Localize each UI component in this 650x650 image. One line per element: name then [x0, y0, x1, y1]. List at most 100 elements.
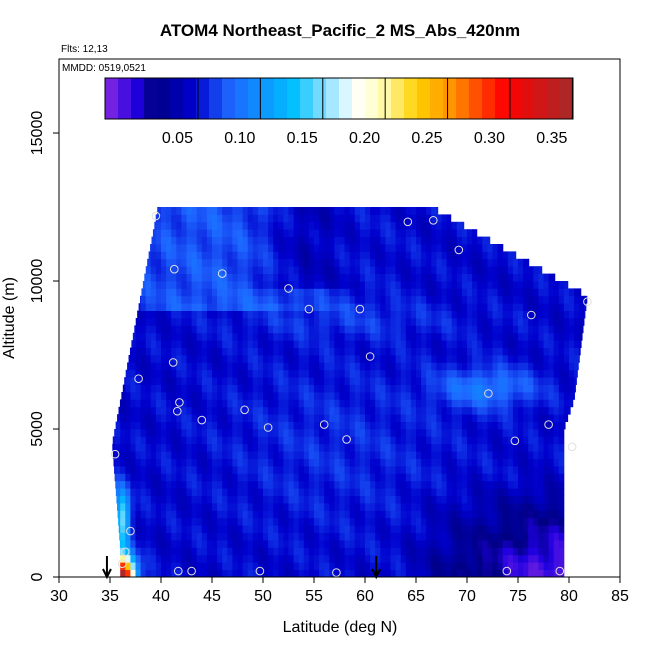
heatmap-cell	[533, 458, 539, 467]
heatmap-cell	[385, 406, 391, 415]
heatmap-cell	[334, 369, 340, 378]
heatmap-cell	[196, 399, 203, 408]
heatmap-cell	[538, 488, 544, 496]
heatmap-cell	[400, 503, 407, 511]
heatmap-cell	[227, 295, 233, 304]
heatmap-cell	[303, 207, 310, 215]
heatmap-cell	[334, 429, 340, 437]
chart-title: ATOM4 Northeast_Pacific_2 MS_Abs_420nm	[160, 21, 520, 40]
heatmap-cell	[324, 554, 330, 563]
heatmap-cell	[135, 466, 141, 474]
heatmap-cell	[319, 414, 325, 422]
heatmap-cell	[400, 532, 407, 541]
heatmap-cell	[150, 288, 157, 297]
heatmap-cell	[252, 207, 259, 215]
heatmap-cell	[252, 451, 259, 459]
heatmap-cell	[155, 488, 162, 496]
heatmap-cell	[548, 443, 555, 452]
sample-point	[284, 284, 293, 293]
heatmap-cell	[467, 525, 473, 533]
heatmap-cell	[120, 443, 126, 452]
heatmap-cell	[237, 451, 243, 459]
heatmap-cell	[492, 399, 498, 408]
heatmap-cell	[196, 473, 203, 482]
heatmap-cell	[558, 384, 565, 393]
heatmap-cell	[441, 406, 447, 415]
heatmap-cell	[140, 510, 147, 519]
heatmap-cell	[492, 451, 498, 459]
heatmap-cell	[242, 510, 249, 519]
heatmap-cell	[247, 325, 254, 334]
heatmap-cell	[380, 236, 386, 245]
heatmap-cell	[553, 310, 560, 319]
heatmap-cell	[329, 466, 335, 474]
heatmap-cell	[354, 340, 361, 348]
heatmap-cell	[538, 458, 544, 467]
heatmap-cell	[232, 562, 238, 570]
heatmap-cell	[548, 510, 555, 519]
heatmap-cell	[191, 266, 198, 274]
heatmap-cell	[303, 362, 310, 371]
heatmap-cell	[206, 547, 213, 556]
heatmap-cell	[227, 310, 233, 319]
heatmap-cell	[140, 547, 147, 556]
heatmap-cell	[196, 295, 203, 304]
heatmap-cell	[161, 229, 167, 237]
heatmap-cell	[278, 392, 284, 400]
heatmap-cell	[339, 458, 345, 467]
heatmap-cell	[451, 332, 458, 341]
heatmap-cell	[176, 325, 182, 334]
heatmap-cell	[140, 318, 147, 326]
heatmap-cell	[212, 332, 218, 341]
heatmap-cell	[538, 495, 544, 504]
heatmap-cell	[395, 532, 402, 541]
heatmap-cell	[263, 303, 269, 311]
heatmap-cell	[217, 325, 223, 334]
heatmap-cell	[135, 362, 141, 371]
heatmap-cell	[232, 458, 238, 467]
heatmap-cell	[482, 399, 488, 408]
heatmap-cell	[324, 325, 330, 334]
heatmap-cell	[467, 266, 473, 274]
heatmap-cell	[308, 318, 315, 326]
heatmap-cell	[181, 451, 187, 459]
heatmap-cell	[222, 406, 228, 415]
heatmap-cell	[242, 473, 249, 482]
heatmap-cell	[563, 377, 570, 385]
heatmap-cell	[201, 340, 208, 348]
heatmap-cell	[416, 495, 422, 504]
heatmap-cell	[263, 355, 269, 363]
heatmap-cell	[206, 340, 213, 348]
heatmap-cell	[349, 377, 356, 385]
heatmap-cell	[303, 355, 310, 363]
sample-point	[187, 566, 196, 576]
heatmap-cell	[166, 399, 172, 408]
heatmap-cell	[426, 495, 432, 504]
heatmap-cell	[477, 510, 483, 519]
heatmap-cell	[344, 266, 351, 274]
heatmap-cell	[380, 251, 386, 260]
heatmap-cell	[492, 377, 498, 385]
heatmap-cell	[451, 266, 458, 274]
heatmap-cell	[431, 503, 437, 511]
heatmap-cell	[395, 281, 402, 289]
heatmap-cell	[273, 503, 279, 511]
heatmap-cell	[298, 406, 305, 415]
heatmap-cell	[288, 347, 294, 356]
heatmap-cell	[206, 347, 213, 356]
heatmap-cell	[370, 517, 376, 526]
heatmap-cell	[273, 340, 279, 348]
heatmap-cell	[191, 392, 198, 400]
heatmap-cell	[176, 495, 182, 504]
heatmap-cell	[497, 429, 504, 437]
heatmap-cell	[359, 458, 366, 467]
heatmap-cell	[252, 547, 259, 556]
heatmap-cell	[441, 414, 447, 422]
heatmap-cell	[247, 236, 254, 245]
heatmap-cell	[329, 377, 335, 385]
heatmap-cell	[201, 258, 208, 267]
heatmap-cell	[217, 406, 223, 415]
heatmap-cell	[349, 258, 356, 267]
heatmap-cell	[400, 347, 407, 356]
heatmap-cell	[339, 480, 345, 489]
